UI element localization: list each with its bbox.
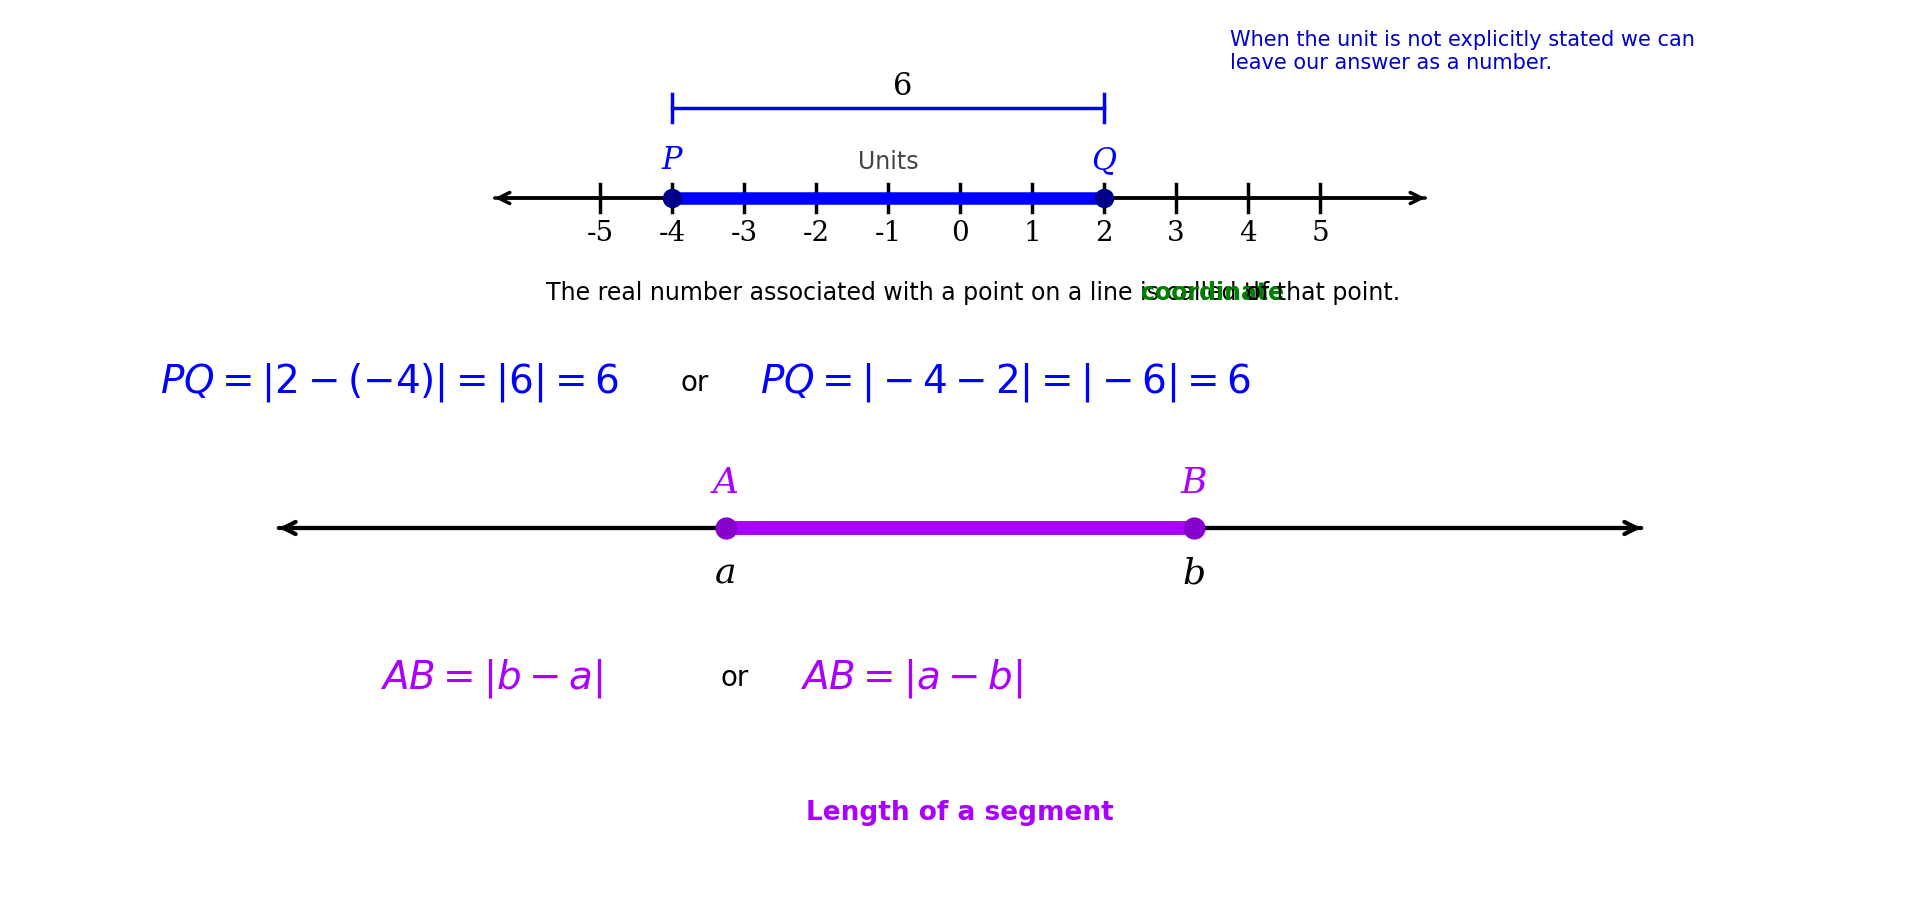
Text: -1: -1: [874, 220, 902, 247]
Text: $\mathit{PQ} = |2-(-4)| = |6| = 6$: $\mathit{PQ} = |2-(-4)| = |6| = 6$: [159, 361, 618, 404]
Text: or: or: [680, 369, 708, 397]
Text: a: a: [716, 556, 737, 590]
Text: The real number associated with a point on a line is called the: The real number associated with a point …: [545, 281, 1290, 305]
Text: b: b: [1183, 556, 1206, 590]
Text: -2: -2: [803, 220, 829, 247]
Text: $\mathit{AB} = |b-a|$: $\mathit{AB} = |b-a|$: [380, 656, 603, 699]
Text: B: B: [1181, 466, 1208, 500]
Text: -5: -5: [586, 220, 614, 247]
Text: or: or: [720, 664, 749, 692]
Text: 3: 3: [1167, 220, 1185, 247]
Text: A: A: [712, 466, 739, 500]
Text: 0: 0: [950, 220, 970, 247]
Text: 4: 4: [1238, 220, 1258, 247]
Text: -4: -4: [659, 220, 685, 247]
Text: 5: 5: [1311, 220, 1329, 247]
Text: Units: Units: [858, 150, 918, 174]
Text: Q: Q: [1091, 145, 1117, 176]
Text: 6: 6: [893, 71, 912, 102]
Text: 2: 2: [1094, 220, 1114, 247]
Text: -3: -3: [730, 220, 758, 247]
Text: When the unit is not explicitly stated we can
leave our answer as a number.: When the unit is not explicitly stated w…: [1231, 30, 1695, 74]
Text: $\mathit{AB} = |a-b|$: $\mathit{AB} = |a-b|$: [801, 656, 1023, 699]
Text: 1: 1: [1023, 220, 1041, 247]
Text: $\mathit{PQ} = |-4-2| = |-6| = 6$: $\mathit{PQ} = |-4-2| = |-6| = 6$: [760, 361, 1252, 404]
Text: P: P: [662, 145, 682, 176]
Text: coordinate: coordinate: [1140, 281, 1284, 305]
Text: of that point.: of that point.: [1238, 281, 1400, 305]
Text: Length of a segment: Length of a segment: [806, 800, 1114, 826]
